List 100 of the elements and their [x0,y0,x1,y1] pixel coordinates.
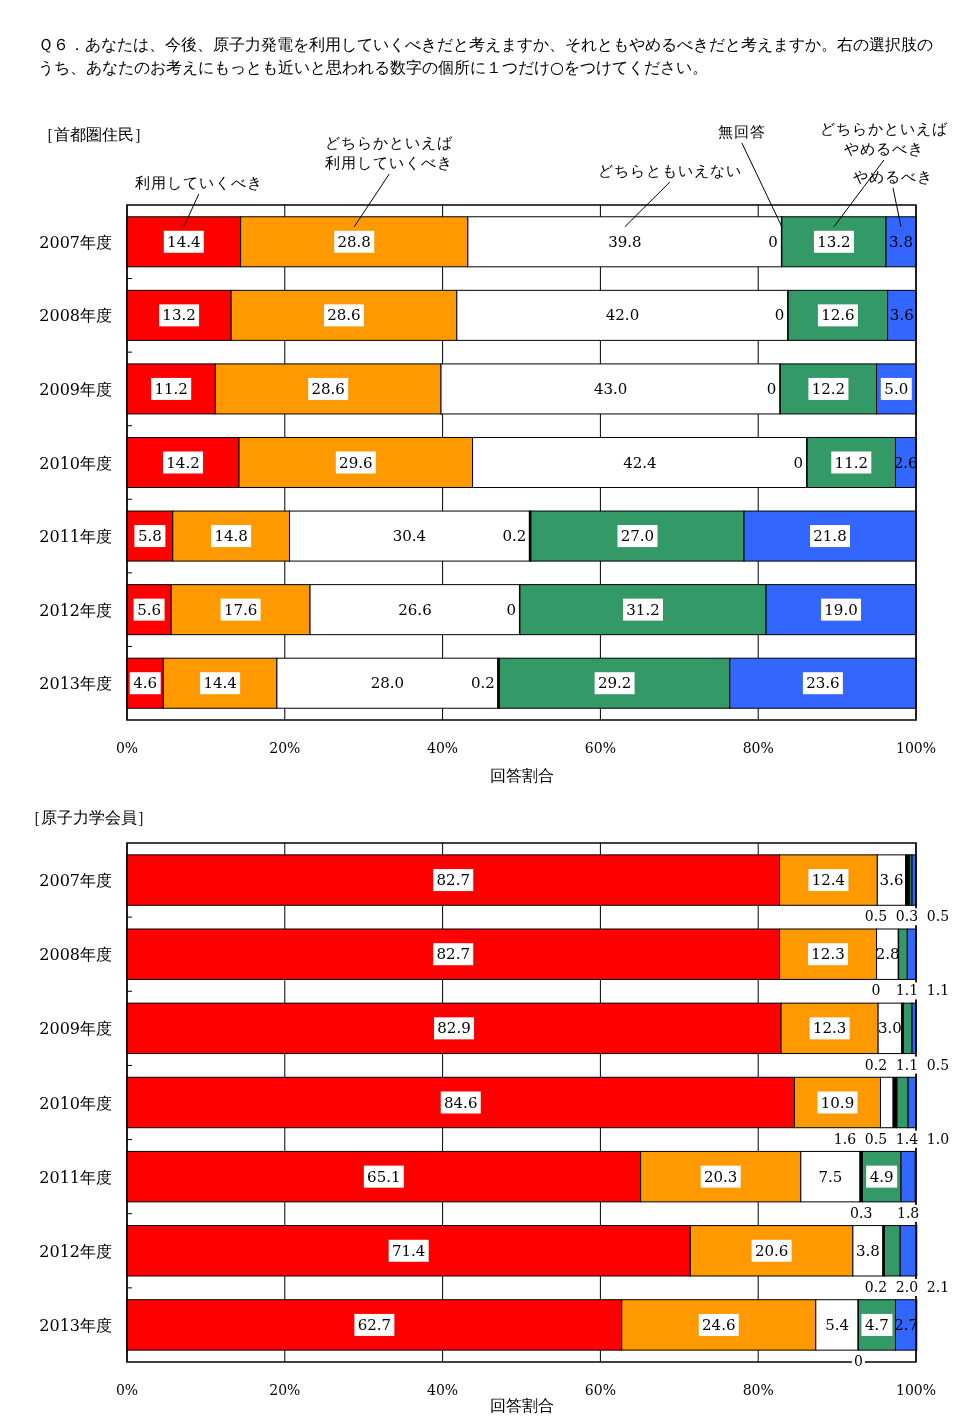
data-label: 0.5 [864,1130,888,1147]
data-label: 11.2 [834,453,869,472]
data-label: 24.6 [702,1315,736,1334]
y-tick-label: 2008年度 [39,945,112,965]
data-label: 12.4 [811,871,846,890]
data-label: 14.4 [203,674,237,693]
data-label: 42.0 [605,306,640,325]
data-label: 4.9 [869,1167,894,1186]
data-label: 3.8 [889,232,913,251]
x-tick-label: 20% [269,740,301,756]
data-label: 0.2 [864,1056,888,1073]
data-label: 29.2 [597,674,632,693]
data-label: 0 [766,379,777,398]
x-tick-label: 20% [269,1382,301,1398]
y-tick-label: 2007年度 [39,232,112,252]
x-tick-label: 40% [427,740,459,756]
data-label: 27.0 [620,527,655,546]
data-label: 39.8 [608,232,642,251]
chart-title: Ｑ６．あなたは、今後、原子力発電を利用していくべきだと考えますか、それともやめるべきだと考えますか。右の選択肢のうち、あなたのお考えにもっとも近いと思われる数字の個所に１つだけ○をつけてください。 [38,35,933,77]
y-tick-label: 2012年度 [39,600,112,620]
data-label: 29.6 [339,453,373,472]
y-tick-label: 2010年度 [39,453,112,473]
chart-title: ［原子力学会員］ [25,808,153,827]
data-label: 3.8 [855,1241,880,1260]
data-label: 5.6 [137,600,162,619]
data-label: 1.1 [895,982,919,999]
y-tick-label: 2009年度 [39,1019,112,1039]
data-label: 23.6 [806,674,840,693]
data-label: 5.8 [137,527,162,546]
data-label: 31.2 [626,600,660,619]
data-label: 0 [871,982,881,999]
data-label: 1.0 [926,1130,950,1147]
data-label: 43.0 [593,379,628,398]
data-label: 11.2 [154,379,188,398]
data-label: 1.6 [833,1130,857,1147]
data-label: 0.5 [864,908,888,925]
data-label: 1.1 [926,982,950,999]
data-label: 1.8 [896,1204,920,1221]
y-tick-label: 2008年度 [39,306,112,326]
data-label: 0 [774,306,785,325]
data-label: 4.7 [865,1315,889,1334]
data-label: 28.6 [327,306,361,325]
data-label: 1.4 [895,1130,919,1147]
data-label: 28.8 [337,232,371,251]
data-label: 3.0 [878,1019,902,1038]
y-tick-label: 2009年度 [39,379,112,399]
data-label: 0.2 [864,1278,888,1295]
y-tick-label: 2010年度 [39,1093,112,1113]
data-label: 14.4 [167,232,201,251]
data-label: 0 [853,1353,863,1370]
data-label: 1.1 [895,1056,919,1073]
x-tick-label: 0% [115,1382,139,1398]
x-tick-label: 80% [742,1382,774,1398]
data-label: 5.4 [825,1315,850,1334]
data-label: 12.3 [812,1019,847,1038]
y-tick-label: 2013年度 [39,1315,112,1335]
x-tick-label: 0% [115,740,139,756]
text: 無回答 [717,123,766,141]
data-label: 0.3 [850,1204,873,1221]
data-label: 42.4 [623,453,657,472]
data-label: 17.6 [223,600,258,619]
text: どちらかといえばやめるべき [819,120,948,158]
y-tick-label: 2012年度 [39,1241,112,1261]
x-tick-label: 100% [895,1382,937,1398]
y-tick-label: 2011年度 [39,1167,112,1187]
data-label: 12.2 [811,379,846,398]
data-label: 0 [506,600,516,619]
data-label: 28.0 [370,674,405,693]
y-tick-label: 2013年度 [39,674,112,694]
data-label: 82.7 [436,945,470,964]
data-label: 7.5 [818,1167,843,1186]
data-label: 82.7 [436,871,470,890]
y-tick-label: 2007年度 [39,871,112,891]
data-label: 19.0 [824,600,858,619]
data-label: 12.3 [811,945,845,964]
text: どちらかといえば利用していくべき [325,134,454,172]
data-label: 0.5 [926,908,950,925]
data-label: 30.4 [392,527,427,546]
data-label: 2.0 [895,1278,919,1295]
data-label: 0.5 [926,1056,950,1073]
data-label: 0.3 [895,908,919,925]
x-tick-label: 60% [584,1382,616,1398]
data-label: 84.6 [444,1093,478,1112]
y-tick-label: 2011年度 [39,527,112,547]
data-label: 0.2 [470,674,495,693]
text: どちらともいえない [597,162,742,180]
data-label: 71.4 [391,1241,426,1260]
data-label: 10.9 [820,1093,855,1112]
data-label: 0.2 [502,527,527,546]
x-tick-label: 40% [427,1382,459,1398]
data-label: 3.6 [879,871,904,890]
data-label: 62.7 [357,1315,392,1334]
data-label: 13.2 [817,232,851,251]
data-label: 13.2 [162,306,196,325]
data-label: 0 [793,453,804,472]
data-label: 14.8 [214,527,248,546]
data-label: 65.1 [367,1167,401,1186]
data-label: 82.9 [437,1019,471,1038]
text: やめるべき [853,168,934,186]
data-label: 28.6 [311,379,345,398]
